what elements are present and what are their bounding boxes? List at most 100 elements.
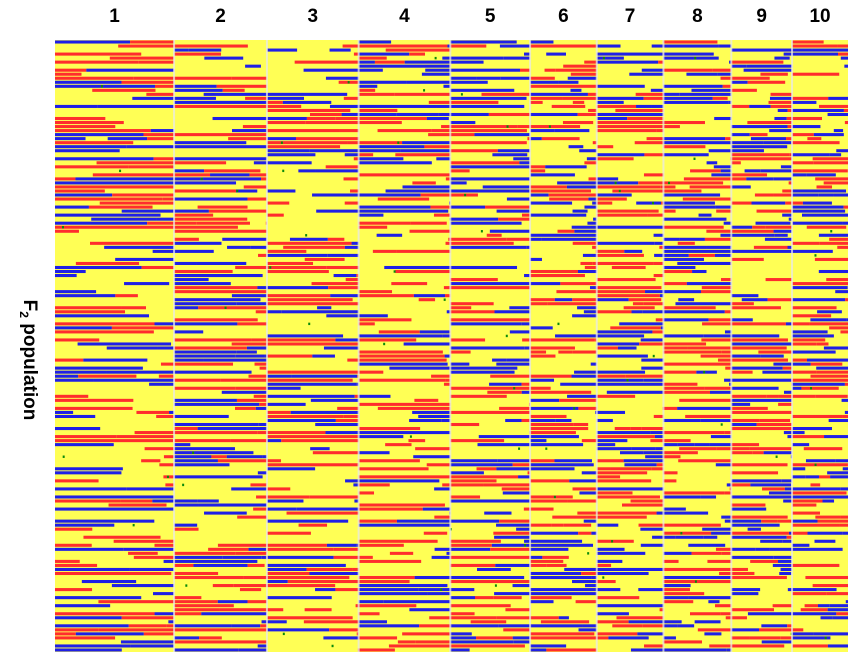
genotype-segment <box>75 632 144 636</box>
genotype-segment <box>663 362 732 366</box>
genotype-segment <box>174 523 198 527</box>
genotype-segment <box>358 519 397 523</box>
genotype-segment <box>581 471 597 475</box>
genotype-segment <box>113 539 175 543</box>
genotype-segment <box>343 414 359 418</box>
genotype-segment <box>266 104 302 108</box>
genotype-segment <box>250 245 267 249</box>
genotype-segment <box>755 221 791 225</box>
genotype-segment <box>174 217 248 221</box>
genotype-segment <box>812 584 848 588</box>
genotype-segment <box>55 527 93 531</box>
genotype-segment <box>731 592 759 596</box>
genotype-segment <box>358 394 391 398</box>
genotype-segment <box>570 88 582 92</box>
genotype-segment <box>259 129 267 133</box>
genotype-segment <box>530 596 572 600</box>
genotype-segment <box>530 439 547 443</box>
genotype-segment <box>415 640 451 644</box>
genotype-segment <box>694 620 721 624</box>
genotype-segment <box>731 173 768 177</box>
genotype-segment <box>220 378 267 382</box>
genotype-segment <box>731 616 747 620</box>
genotype-segment <box>154 322 175 326</box>
genotype-segment <box>541 237 597 241</box>
genotype-segment <box>663 189 702 193</box>
genotype-segment <box>596 145 614 149</box>
genotype-segment <box>55 269 86 274</box>
genotype-segment <box>596 249 625 253</box>
genotype-segment <box>596 547 625 551</box>
genotype-segment <box>266 571 310 576</box>
genotype-segment <box>650 439 664 443</box>
genotype-segment <box>579 491 597 495</box>
genotype-segment <box>230 439 267 443</box>
genotype-segment <box>682 197 732 201</box>
genotype-segment <box>530 269 578 274</box>
genotype-segment <box>655 382 664 386</box>
genotype-segment <box>174 181 237 185</box>
genotype-segment <box>266 459 282 463</box>
genotype-segment <box>530 257 542 261</box>
genotype-segment <box>55 40 131 44</box>
genotype-segment <box>250 483 267 487</box>
genotype-segment <box>663 68 713 72</box>
genotype-segment <box>450 56 504 60</box>
genotype-segment <box>581 439 597 443</box>
genotype-segment <box>174 306 199 310</box>
genotype-segment <box>441 125 451 129</box>
genotype-segment <box>55 197 163 201</box>
genotype-segment <box>788 531 793 535</box>
genotype-segment <box>596 241 655 245</box>
genotype-segment <box>731 306 781 310</box>
genotype-segment <box>749 133 768 137</box>
genotype-segment <box>266 338 336 342</box>
genotype-segment <box>496 616 531 620</box>
genotype-segment <box>174 350 237 354</box>
genotype-segment <box>557 181 597 185</box>
genotype-segment <box>753 245 788 249</box>
genotype-segment <box>174 52 221 56</box>
missing-genotype-marker <box>494 584 497 587</box>
genotype-segment <box>266 241 352 245</box>
genotype-segment <box>792 249 833 253</box>
genotype-segment <box>174 596 202 600</box>
genotype-segment <box>573 422 589 427</box>
genotype-segment <box>581 571 597 576</box>
missing-genotype-marker <box>224 306 227 309</box>
genotype-segment <box>591 575 597 580</box>
genotype-segment <box>596 44 621 48</box>
genotype-segment <box>174 177 262 181</box>
genotype-segment <box>257 286 267 290</box>
genotype-segment <box>731 608 775 612</box>
genotype-segment <box>266 495 310 499</box>
genotype-segment <box>121 306 146 310</box>
genotype-segment <box>341 112 359 117</box>
genotype-segment <box>358 213 384 217</box>
genotype-segment <box>266 531 311 535</box>
genotype-segment <box>55 137 86 141</box>
genotype-segment <box>174 378 221 382</box>
genotype-segment <box>210 173 250 177</box>
genotype-segment <box>596 129 657 133</box>
genotype-segment <box>222 555 262 559</box>
genotype-segment <box>715 463 732 467</box>
genotype-segment <box>628 298 662 302</box>
genotype-segment <box>530 274 585 278</box>
genotype-segment <box>443 286 451 290</box>
genotype-segment <box>358 370 384 374</box>
genotype-segment <box>196 261 247 265</box>
genotype-segment <box>433 213 451 217</box>
genotype-segment <box>792 519 818 523</box>
genotype-segment <box>770 92 793 96</box>
genotype-segment <box>530 547 569 551</box>
genotype-segment <box>258 253 267 257</box>
genotype-segment <box>712 68 732 72</box>
genotype-segment <box>282 100 332 104</box>
genotype-segment <box>203 92 267 96</box>
genotype-segment <box>596 181 639 185</box>
genotype-segment <box>450 555 531 559</box>
genotype-segment <box>450 422 480 427</box>
genotype-segment <box>55 624 129 628</box>
genotype-segment <box>312 451 359 455</box>
